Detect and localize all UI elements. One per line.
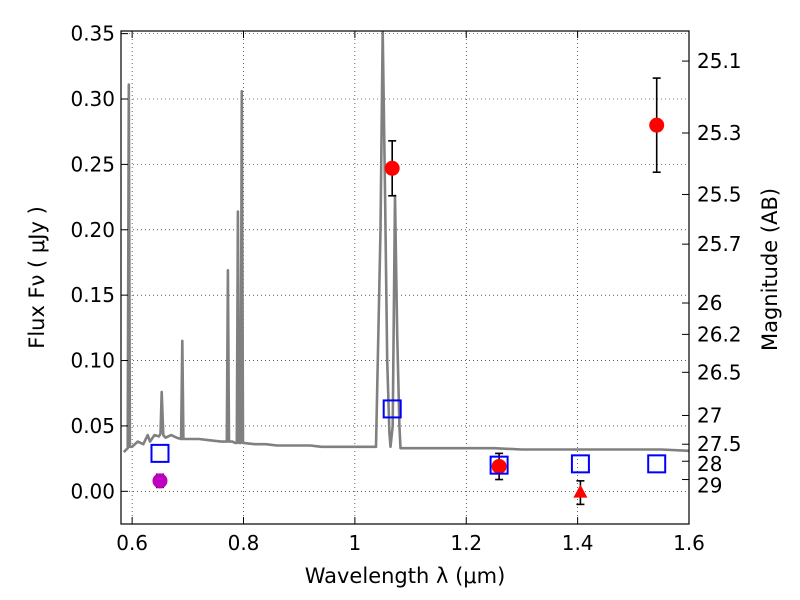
model-band-point (570, 454, 590, 474)
x-tick-labels: 0.6 0.8 1 1.2 1.4 1.6 (116, 531, 705, 555)
x-tick-label: 0.6 (116, 531, 148, 555)
x-tick-label: 0.8 (228, 531, 260, 555)
y2-tick-label: 25.5 (697, 182, 742, 206)
tick-marks (121, 31, 690, 524)
x-tick-label: 1.2 (450, 531, 482, 555)
y2-tick-label: 27.5 (697, 432, 742, 456)
y-tick-label: 0.25 (70, 152, 115, 176)
data-point (384, 160, 400, 176)
y-tick-label: 0.00 (70, 479, 115, 503)
y2-tick-label: 25.1 (697, 49, 742, 73)
y2-axis-label: Magnitude (AB) (758, 188, 782, 351)
y-tick-labels: 0.00 0.05 0.10 0.15 0.20 0.25 0.30 0.35 (70, 22, 115, 504)
y2-tick-label: 25.3 (697, 121, 742, 145)
model-spectrum-line (122, 31, 689, 454)
x-tick-label: 1 (349, 531, 362, 555)
y-tick-label: 0.35 (70, 22, 115, 46)
y-tick-label: 0.05 (70, 414, 115, 438)
y-tick-label: 0.10 (70, 349, 115, 373)
y-tick-label: 0.20 (70, 218, 115, 242)
upper-limit-marker (573, 484, 588, 498)
model-band-point (647, 454, 667, 474)
model-band-point (489, 455, 509, 475)
spectrum-layer (122, 31, 689, 454)
plot-frame (120, 30, 690, 525)
model-band-point (382, 399, 402, 419)
y2-tick-label: 26 (697, 291, 722, 315)
y-tick-label: 0.30 (70, 87, 115, 111)
y2-tick-label: 28 (697, 452, 722, 476)
x-tick-label: 1.6 (673, 531, 705, 555)
y-axis-label: Flux Fν ( μJy ) (25, 206, 49, 349)
data-point (152, 473, 168, 489)
marker-layer (150, 77, 667, 506)
data-point (491, 458, 507, 474)
data-point (649, 117, 665, 133)
y2-tick-label: 26.2 (697, 322, 742, 346)
y-tick-label: 0.15 (70, 283, 115, 307)
y2-tick-label: 27 (697, 403, 722, 427)
y2-tick-label: 25.7 (697, 232, 742, 256)
x-tick-label: 1.4 (562, 531, 594, 555)
model-band-point (150, 443, 170, 463)
y2-tick-label: 26.5 (697, 360, 742, 384)
x-axis-label: Wavelength λ (μm) (305, 564, 506, 588)
y2-tick-label: 29 (697, 474, 722, 498)
grid-lines (121, 31, 690, 524)
